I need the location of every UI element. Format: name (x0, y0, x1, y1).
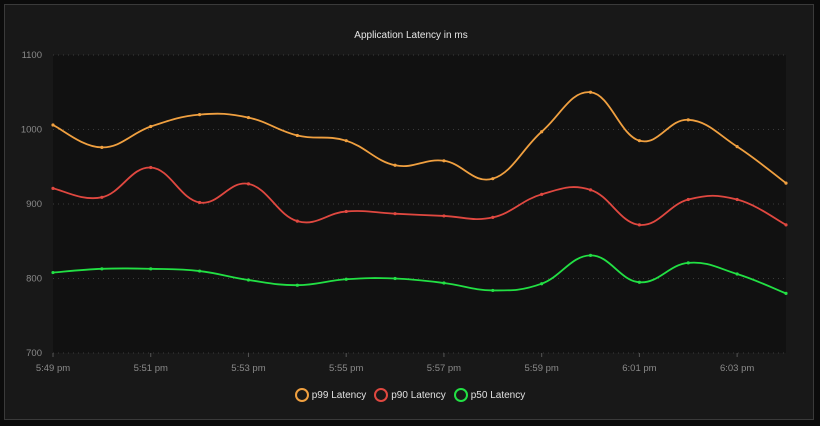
data-point-p90-latency[interactable] (442, 214, 446, 218)
data-point-p99-latency[interactable] (100, 145, 104, 149)
data-point-p50-latency[interactable] (100, 267, 104, 271)
data-point-p50-latency[interactable] (198, 269, 202, 273)
legend-label: p50 Latency (470, 389, 526, 401)
legend-item-p99-latency[interactable]: p99 Latency (294, 388, 367, 402)
data-point-p50-latency[interactable] (149, 267, 153, 271)
x-tick-label: 5:49 pm (36, 363, 70, 374)
data-point-p99-latency[interactable] (588, 90, 593, 94)
x-tick-label: 5:59 pm (525, 363, 559, 374)
y-tick-label: 800 (26, 274, 42, 285)
plot-area (53, 55, 786, 353)
x-tick-label: 5:51 pm (134, 363, 168, 374)
data-point-p50-latency[interactable] (442, 281, 446, 285)
data-point-p50-latency[interactable] (51, 270, 55, 275)
data-point-p90-latency[interactable] (735, 197, 739, 202)
data-point-p50-latency[interactable] (295, 283, 299, 287)
data-point-p99-latency[interactable] (784, 181, 788, 185)
data-point-p50-latency[interactable] (540, 282, 544, 286)
data-point-p90-latency[interactable] (51, 186, 55, 190)
data-point-p50-latency[interactable] (393, 276, 397, 281)
data-point-p99-latency[interactable] (442, 159, 446, 163)
legend-swatch-icon (453, 388, 468, 402)
data-point-p50-latency[interactable] (491, 288, 495, 293)
legend-item-p50-latency[interactable]: p50 Latency (453, 388, 526, 402)
data-point-p99-latency[interactable] (491, 177, 495, 181)
data-point-p99-latency[interactable] (735, 145, 739, 149)
x-tick-label: 5:55 pm (329, 363, 363, 374)
data-point-p90-latency[interactable] (784, 223, 788, 227)
data-point-p99-latency[interactable] (540, 130, 544, 134)
x-tick-label: 6:03 pm (720, 363, 754, 374)
data-point-p50-latency[interactable] (784, 291, 788, 295)
data-point-p99-latency[interactable] (686, 118, 690, 122)
legend-swatch-icon (294, 388, 309, 402)
data-point-p90-latency[interactable] (540, 192, 544, 196)
series-line-p99-latency (52, 91, 787, 184)
grid-lines (53, 54, 786, 354)
data-point-p50-latency[interactable] (246, 278, 251, 282)
x-tick-label: 5:53 pm (231, 363, 265, 374)
series-line-p50-latency (52, 254, 787, 295)
data-point-p99-latency[interactable] (198, 113, 202, 117)
data-point-p99-latency[interactable] (295, 133, 299, 138)
data-point-p90-latency[interactable] (393, 212, 397, 216)
data-point-p90-latency[interactable] (246, 182, 251, 186)
x-tick-label: 6:01 pm (622, 363, 656, 374)
data-point-p90-latency[interactable] (100, 195, 104, 199)
data-point-p50-latency[interactable] (344, 277, 348, 281)
data-point-p99-latency[interactable] (344, 139, 348, 143)
legend-label: p90 Latency (391, 389, 446, 401)
chart-legend: p99 Latency p90 Latency p50 Latency (0, 384, 820, 406)
data-point-p90-latency[interactable] (295, 219, 299, 223)
axis-tick-labels: 700 800 900 1000 1100 5:49 pm 5:51 pm 5:53 pm 5:… (21, 50, 755, 374)
data-point-p90-latency[interactable] (344, 209, 348, 214)
series-line-p90-latency (52, 166, 787, 226)
y-tick-label: 1000 (21, 125, 42, 136)
data-point-p99-latency[interactable] (393, 163, 397, 167)
series-lines (51, 90, 788, 295)
data-point-p99-latency[interactable] (637, 139, 642, 143)
chart-title: Application Latency in ms (354, 30, 467, 41)
data-point-p90-latency[interactable] (588, 188, 593, 192)
x-tick-label: 5:57 pm (427, 363, 461, 374)
data-point-p90-latency[interactable] (686, 197, 690, 202)
legend-item-p90-latency[interactable]: p90 Latency (374, 388, 446, 402)
data-point-p50-latency[interactable] (735, 272, 739, 276)
legend-label: p99 Latency (311, 389, 367, 401)
data-point-p50-latency[interactable] (686, 261, 690, 265)
data-point-p99-latency[interactable] (51, 123, 55, 127)
data-point-p50-latency[interactable] (588, 253, 593, 258)
data-point-p90-latency[interactable] (491, 215, 495, 220)
data-point-p99-latency[interactable] (149, 124, 153, 129)
y-tick-label: 1100 (22, 50, 42, 61)
y-tick-label: 900 (26, 199, 42, 210)
data-point-p90-latency[interactable] (637, 223, 642, 227)
data-point-p90-latency[interactable] (198, 200, 202, 205)
legend-swatch-icon (374, 388, 389, 402)
data-point-p90-latency[interactable] (149, 165, 153, 170)
data-point-p99-latency[interactable] (246, 115, 251, 120)
y-tick-label: 700 (26, 348, 42, 359)
data-point-p50-latency[interactable] (637, 280, 642, 284)
